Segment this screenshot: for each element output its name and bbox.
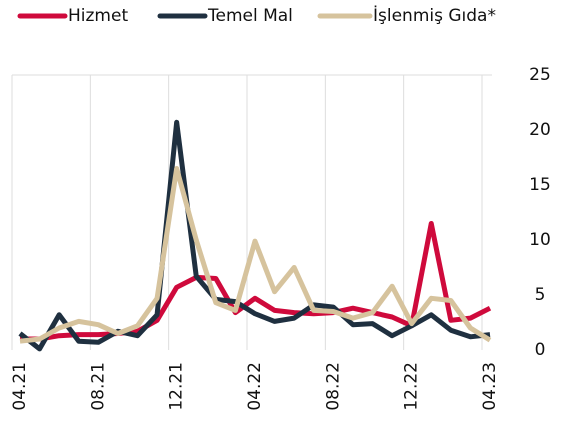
x-tick-label: 08.21 <box>88 362 108 411</box>
y-tick-label: 10 <box>529 230 551 250</box>
x-tick-label: 04.21 <box>10 362 30 411</box>
legend-label: Temel Mal <box>207 6 293 26</box>
x-tick-label: 04.23 <box>480 362 500 411</box>
x-tick-label: 08.22 <box>323 362 343 411</box>
y-tick-label: 5 <box>535 285 546 305</box>
y-tick-label: 0 <box>535 340 546 360</box>
legend-label: Hizmet <box>68 6 128 26</box>
x-tick-label: 04.22 <box>245 362 265 411</box>
x-tick-label: 12.22 <box>402 362 422 411</box>
y-tick-label: 20 <box>529 120 551 140</box>
x-tick-label: 12.21 <box>167 362 187 411</box>
y-tick-label: 15 <box>529 175 551 195</box>
legend-label: İşlenmiş Gıda* <box>373 5 496 26</box>
y-tick-label: 25 <box>529 65 551 85</box>
line <box>19 166 492 344</box>
